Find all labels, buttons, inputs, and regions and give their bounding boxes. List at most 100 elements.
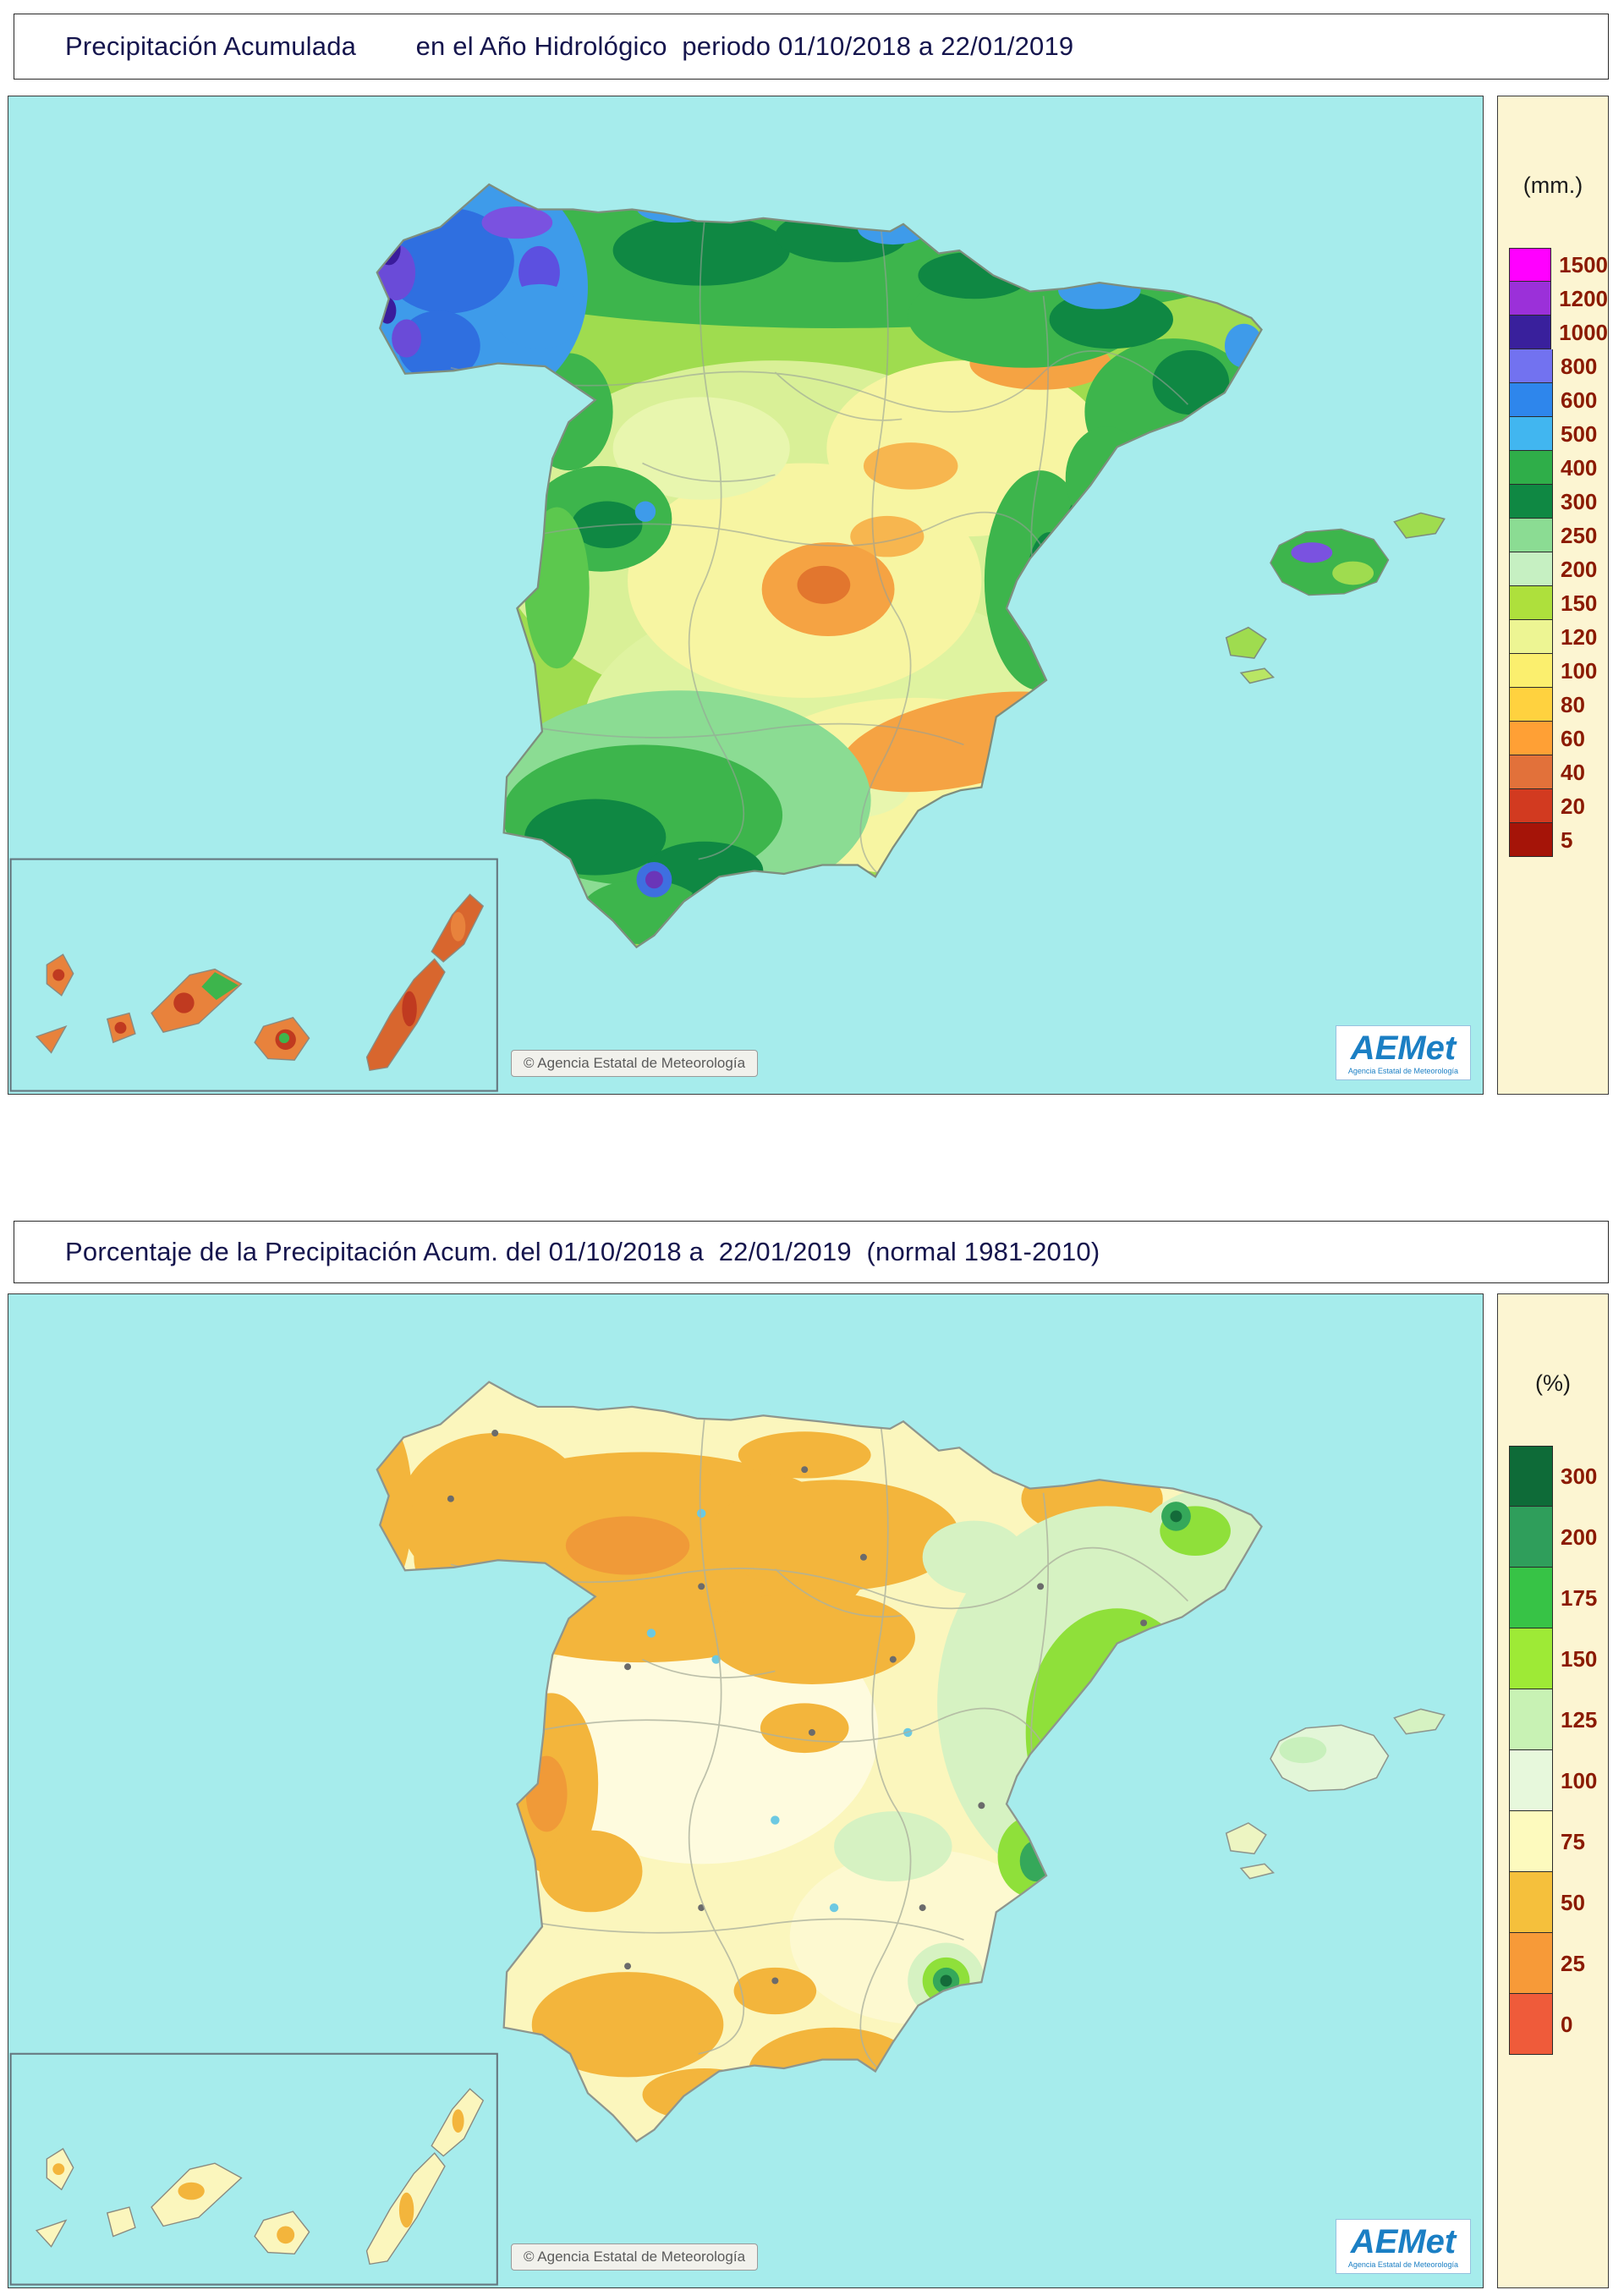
- legend-row: 20: [1509, 789, 1608, 823]
- legend-value: 175: [1561, 1584, 1598, 1611]
- legend-value: 300: [1561, 1463, 1598, 1489]
- legend-swatch: [1509, 1811, 1553, 1872]
- legend-value: 50: [1561, 1889, 1585, 1915]
- legend-value: 400: [1561, 454, 1598, 481]
- legend-value: 100: [1561, 657, 1598, 684]
- canary-islands-inset: [9, 858, 498, 1092]
- aemet-logo-text: AEMet: [1350, 1030, 1457, 1067]
- legend-row: 175: [1509, 1568, 1608, 1628]
- spain-coastline: [376, 1381, 1263, 2143]
- legend-row: 200: [1509, 1507, 1608, 1568]
- legend-value: 200: [1561, 556, 1598, 582]
- legend-row: 600: [1509, 383, 1608, 417]
- legend-row: 60: [1509, 722, 1608, 755]
- legend-value: 600: [1561, 387, 1598, 413]
- canary-islands-inset: [9, 2052, 498, 2286]
- legend-value: 40: [1561, 759, 1585, 785]
- legend-value: 200: [1561, 1524, 1598, 1550]
- legend-swatch: [1509, 316, 1552, 349]
- mainland-percentage-fill: [376, 1381, 1262, 2142]
- legend-row: 80: [1509, 688, 1608, 722]
- legend-value: 25: [1561, 1950, 1585, 1976]
- map1-attribution: © Agencia Estatal de Meteorología: [511, 1050, 759, 1077]
- legend-value: 1000: [1559, 319, 1608, 345]
- legend-value: 100: [1561, 1767, 1598, 1793]
- legend-swatch: [1509, 451, 1553, 485]
- legend-swatch: [1509, 823, 1553, 857]
- map1-legend-unit: (mm.): [1522, 173, 1583, 198]
- legend-value: 500: [1561, 420, 1598, 447]
- map2-title-bar: Porcentaje de la Precipitación Acum. del…: [14, 1221, 1609, 1283]
- legend-row: 400: [1509, 451, 1608, 485]
- legend-swatch: [1509, 1628, 1553, 1689]
- legend-swatch: [1509, 789, 1553, 823]
- legend-value: 0: [1561, 2011, 1573, 2037]
- legend-row: 300: [1509, 1446, 1608, 1507]
- legend-row: 500: [1509, 417, 1608, 451]
- legend-row: 800: [1509, 349, 1608, 383]
- legend-swatch: [1509, 1933, 1553, 1994]
- legend-row: 50: [1509, 1872, 1608, 1933]
- legend-row: 0: [1509, 1994, 1608, 2055]
- province-boundaries: [450, 222, 1189, 890]
- legend-row: 40: [1509, 755, 1608, 789]
- legend-row: 1500: [1509, 248, 1608, 282]
- aemet-logo-subtext: Agencia Estatal de Meteorología: [1347, 1067, 1458, 1075]
- legend-row: 150: [1509, 586, 1608, 620]
- legend-swatch: [1509, 485, 1553, 519]
- balearic-islands: [1225, 1708, 1446, 1880]
- legend-row: 1000: [1509, 316, 1608, 349]
- legend-swatch: [1509, 586, 1553, 620]
- legend-swatch: [1509, 722, 1553, 755]
- legend-value: 300: [1561, 488, 1598, 514]
- legend-swatch: [1509, 1994, 1553, 2055]
- legend-swatch: [1509, 1507, 1553, 1568]
- legend-value: 5: [1561, 826, 1573, 853]
- legend-swatch: [1509, 552, 1553, 586]
- legend-row: 5: [1509, 823, 1608, 857]
- map2-attribution: © Agencia Estatal de Meteorología: [511, 2243, 759, 2271]
- legend-value: 75: [1561, 1828, 1585, 1854]
- legend-row: 75: [1509, 1811, 1608, 1872]
- legend-value: 150: [1561, 1645, 1598, 1672]
- legend-swatch: [1509, 383, 1553, 417]
- legend-value: 20: [1561, 793, 1585, 819]
- legend-value: 120: [1561, 623, 1598, 650]
- legend-row: 25: [1509, 1933, 1608, 1994]
- map1-panel: © Agencia Estatal de Meteorología AEMet …: [8, 96, 1484, 1095]
- map2-legend-items: 300 200 175 150 125 100 75 50 25 0: [1509, 1446, 1608, 2055]
- legend-swatch: [1509, 688, 1553, 722]
- legend-swatch: [1509, 519, 1553, 552]
- aemet-logo-text: AEMet: [1350, 2223, 1457, 2260]
- province-boundaries: [450, 1420, 1189, 2084]
- map2-legend: (%) 300 200 175 150 125 100 75 50 25 0: [1497, 1293, 1609, 2288]
- legend-row: 200: [1509, 552, 1608, 586]
- legend-swatch: [1509, 1568, 1553, 1628]
- legend-value: 800: [1561, 353, 1598, 379]
- spain-coastline: [376, 183, 1263, 949]
- legend-swatch: [1509, 1689, 1553, 1750]
- legend-swatch: [1509, 1872, 1553, 1933]
- map2-title: Porcentaje de la Precipitación Acum. del…: [65, 1237, 1100, 1266]
- balearic-islands: [1225, 512, 1446, 684]
- legend-value: 1500: [1559, 251, 1608, 277]
- legend-swatch: [1509, 654, 1553, 688]
- legend-swatch: [1509, 248, 1552, 282]
- legend-swatch: [1509, 1750, 1553, 1811]
- map2-panel: © Agencia Estatal de Meteorología AEMet …: [8, 1293, 1484, 2288]
- legend-swatch: [1509, 417, 1553, 451]
- legend-value: 150: [1561, 590, 1598, 616]
- legend-row: 250: [1509, 519, 1608, 552]
- legend-row: 150: [1509, 1628, 1608, 1689]
- map1-legend: (mm.) 1500 1200 1000 800 600 500 400 300 250 200 1…: [1497, 96, 1609, 1095]
- legend-swatch: [1509, 1446, 1553, 1507]
- legend-row: 100: [1509, 654, 1608, 688]
- spain-map-1: [9, 183, 1446, 1092]
- legend-row: 100: [1509, 1750, 1608, 1811]
- legend-row: 125: [1509, 1689, 1608, 1750]
- legend-row: 300: [1509, 485, 1608, 519]
- aemet-logo: AEMet Agencia Estatal de Meteorología: [1335, 2219, 1471, 2274]
- legend-value: 80: [1561, 691, 1585, 717]
- legend-value: 1200: [1559, 285, 1608, 311]
